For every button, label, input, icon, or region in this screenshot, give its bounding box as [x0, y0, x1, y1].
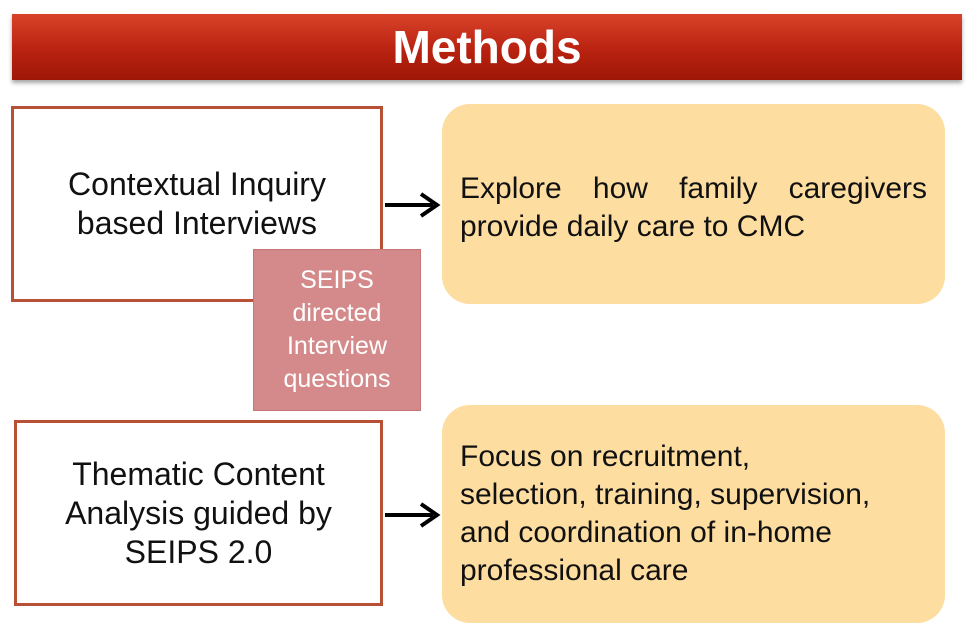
method-box-contextual-inquiry: Contextual Inquiry based Interviews — [11, 106, 383, 302]
goal-line: professional care — [460, 554, 689, 587]
arrow-right-icon — [385, 502, 441, 528]
goal-line: and coordination of in-home — [460, 516, 832, 549]
header-title: Methods — [392, 21, 582, 73]
method-line: based Interviews — [76, 205, 318, 241]
method-line: Analysis guided by — [65, 494, 332, 531]
methods-header: Methods — [12, 14, 962, 80]
note-line: directed — [292, 299, 382, 327]
goal-box-explore: Explore how family caregivers provide da… — [442, 104, 945, 304]
arrow-right-icon — [385, 192, 441, 218]
method-box-thematic-analysis: Thematic Content Analysis guided by SEIP… — [14, 420, 383, 606]
note-line: Interview — [286, 332, 388, 360]
note-line: SEIPS — [300, 266, 374, 294]
goal-line: provide daily care to CMC — [460, 210, 806, 243]
goal-line: Focus on recruitment, — [460, 440, 751, 473]
goal-line: Explore how family caregivers — [460, 172, 927, 205]
method-line: SEIPS 2.0 — [124, 533, 273, 570]
goal-box-focus: Focus on recruitment, selection, trainin… — [442, 405, 945, 623]
goal-line: selection, training, supervision, — [460, 478, 871, 511]
note-line: questions — [283, 365, 391, 393]
seips-note-box: SEIPS directed Interview questions — [253, 249, 421, 411]
method-line: Thematic Content — [72, 455, 325, 492]
method-line: Contextual Inquiry — [68, 166, 326, 202]
